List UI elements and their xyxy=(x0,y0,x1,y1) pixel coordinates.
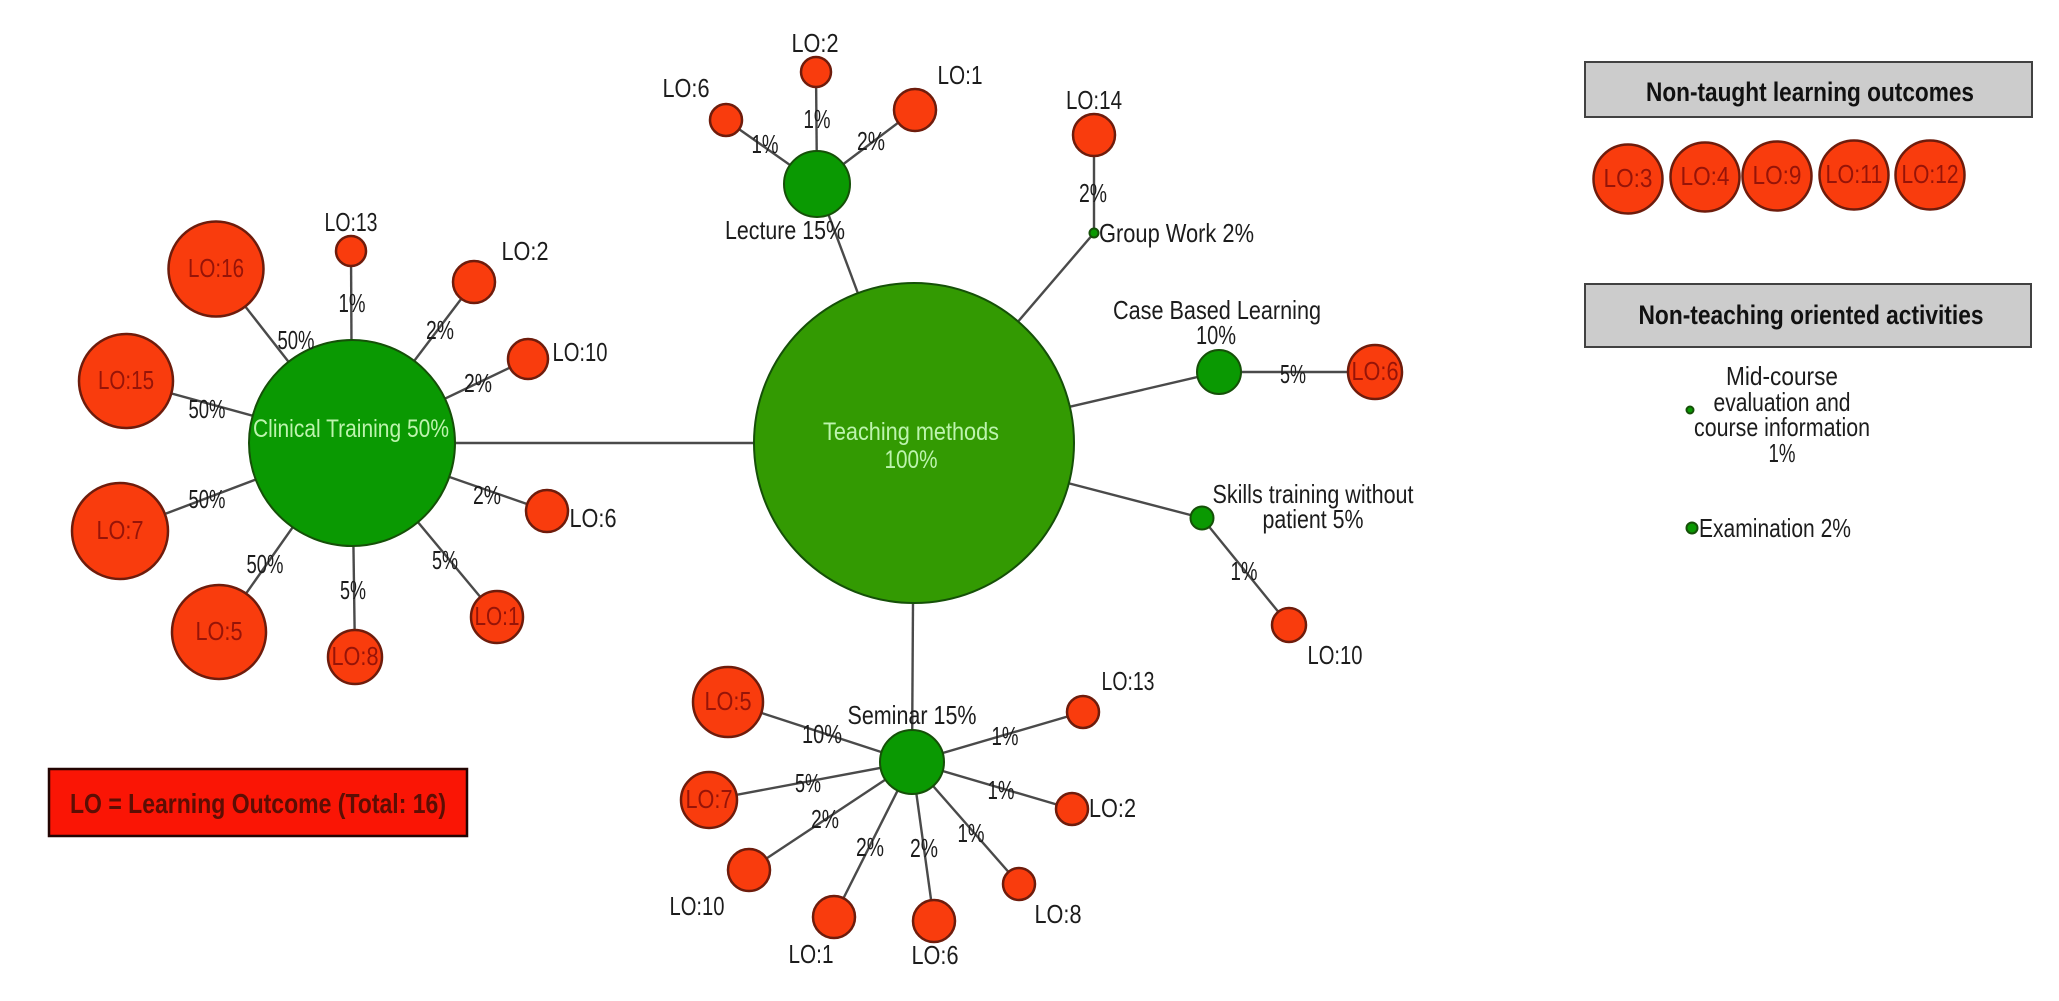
svg-text:LO:13: LO:13 xyxy=(1102,666,1155,696)
svg-text:LO:6: LO:6 xyxy=(912,940,959,970)
svg-text:Case Based Learning: Case Based Learning xyxy=(1113,295,1321,325)
svg-text:Seminar 15%: Seminar 15% xyxy=(848,700,977,730)
svg-text:LO:13: LO:13 xyxy=(325,207,378,237)
svg-text:2%: 2% xyxy=(464,368,492,398)
svg-text:LO:3: LO:3 xyxy=(1604,163,1653,193)
svg-text:LO:10: LO:10 xyxy=(1308,640,1363,670)
svg-text:10%: 10% xyxy=(1196,320,1236,350)
svg-text:Clinical Training 50%: Clinical Training 50% xyxy=(253,415,449,443)
svg-text:LO:5: LO:5 xyxy=(705,686,752,716)
svg-text:patient 5%: patient 5% xyxy=(1263,504,1364,534)
svg-text:LO:10: LO:10 xyxy=(670,891,725,921)
svg-text:2%: 2% xyxy=(811,804,839,834)
svg-text:LO:5: LO:5 xyxy=(196,616,243,646)
svg-text:1%: 1% xyxy=(958,818,985,848)
svg-text:1%: 1% xyxy=(804,104,831,134)
svg-text:LO:2: LO:2 xyxy=(1089,793,1136,823)
svg-text:2%: 2% xyxy=(473,480,501,510)
svg-text:50%: 50% xyxy=(247,549,284,579)
svg-text:LO:4: LO:4 xyxy=(1681,161,1730,191)
svg-text:Lecture 15%: Lecture 15% xyxy=(725,215,845,245)
svg-text:Group Work 2%: Group Work 2% xyxy=(1099,218,1254,248)
svg-text:Examination 2%: Examination 2% xyxy=(1699,513,1851,543)
svg-text:2%: 2% xyxy=(1079,178,1107,208)
svg-text:LO:2: LO:2 xyxy=(792,28,839,58)
svg-text:LO:15: LO:15 xyxy=(98,365,154,395)
svg-text:2%: 2% xyxy=(910,833,938,863)
svg-text:LO:12: LO:12 xyxy=(1902,159,1959,189)
svg-text:5%: 5% xyxy=(432,545,458,575)
svg-text:LO:2: LO:2 xyxy=(502,236,549,266)
svg-text:Non-teaching oriented activiti: Non-teaching oriented activities xyxy=(1639,300,1984,330)
svg-text:1%: 1% xyxy=(339,288,366,318)
svg-text:50%: 50% xyxy=(189,394,226,424)
svg-text:5%: 5% xyxy=(795,768,821,798)
svg-text:LO:8: LO:8 xyxy=(1035,899,1082,929)
svg-text:LO:11: LO:11 xyxy=(1826,159,1883,189)
svg-text:LO:6: LO:6 xyxy=(663,73,710,103)
svg-text:LO:6: LO:6 xyxy=(1352,356,1399,386)
svg-text:Mid-course: Mid-course xyxy=(1726,361,1838,391)
svg-text:Skills training without: Skills training without xyxy=(1213,479,1415,509)
svg-text:1%: 1% xyxy=(1769,438,1796,468)
svg-text:LO = Learning Outcome (Total:: LO = Learning Outcome (Total: 16) xyxy=(70,788,446,819)
svg-text:LO:8: LO:8 xyxy=(332,641,379,671)
svg-text:LO:10: LO:10 xyxy=(553,337,608,367)
svg-text:100%: 100% xyxy=(885,446,938,474)
svg-text:evaluation and: evaluation and xyxy=(1714,387,1851,417)
svg-text:2%: 2% xyxy=(857,126,885,156)
svg-text:LO:7: LO:7 xyxy=(686,784,733,814)
svg-text:1%: 1% xyxy=(992,721,1019,751)
svg-text:1%: 1% xyxy=(752,129,779,159)
svg-text:Non-taught learning outcomes: Non-taught learning outcomes xyxy=(1646,77,1974,107)
svg-text:LO:14: LO:14 xyxy=(1066,85,1122,115)
svg-text:LO:7: LO:7 xyxy=(97,515,144,545)
svg-text:Teaching methods: Teaching methods xyxy=(823,418,999,446)
svg-text:50%: 50% xyxy=(189,484,226,514)
svg-text:5%: 5% xyxy=(340,575,366,605)
svg-text:2%: 2% xyxy=(426,315,454,345)
svg-text:1%: 1% xyxy=(988,775,1015,805)
svg-text:5%: 5% xyxy=(1280,359,1306,389)
svg-text:LO:16: LO:16 xyxy=(188,253,244,283)
svg-text:10%: 10% xyxy=(802,719,842,749)
svg-text:LO:1: LO:1 xyxy=(938,60,983,90)
svg-text:1%: 1% xyxy=(1231,556,1258,586)
svg-text:LO:1: LO:1 xyxy=(475,601,520,631)
svg-text:course information: course information xyxy=(1694,412,1870,442)
svg-text:2%: 2% xyxy=(856,832,884,862)
svg-text:LO:6: LO:6 xyxy=(570,503,617,533)
svg-text:50%: 50% xyxy=(278,325,315,355)
svg-text:LO:1: LO:1 xyxy=(789,939,834,969)
svg-text:LO:9: LO:9 xyxy=(1753,160,1802,190)
